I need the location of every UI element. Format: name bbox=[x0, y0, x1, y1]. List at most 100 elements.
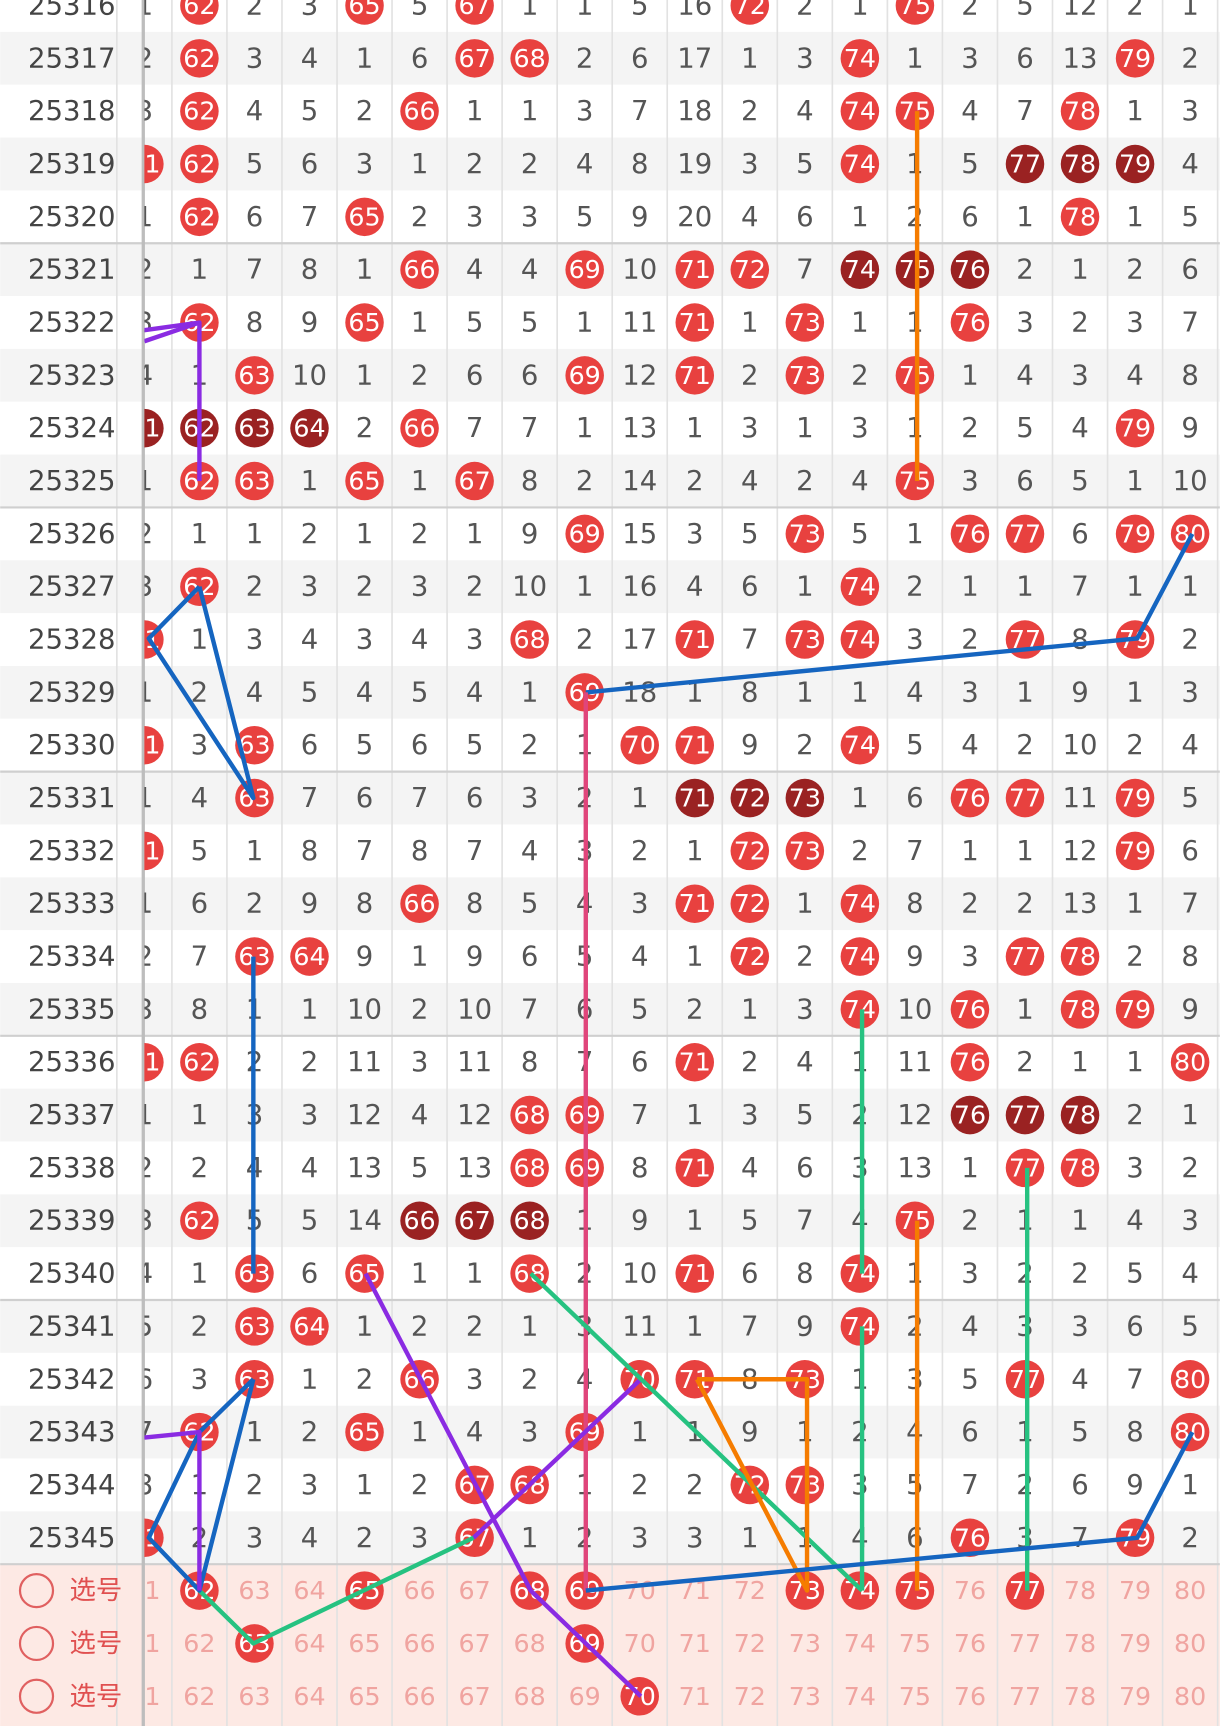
cell-number: 3 bbox=[301, 571, 319, 603]
cell-number: 5 bbox=[1016, 412, 1034, 444]
trend-line bbox=[585, 1431, 1195, 1593]
cell-number: 6 bbox=[741, 571, 759, 603]
ball-number: 72 bbox=[734, 0, 766, 20]
cell-number: 1 bbox=[1016, 993, 1034, 1025]
cell-number: 1 bbox=[686, 676, 704, 708]
cell-number: 1 bbox=[741, 1522, 759, 1554]
period: 25321 bbox=[28, 254, 115, 286]
ball-number: 65 bbox=[348, 202, 380, 231]
ball bbox=[840, 937, 880, 976]
ball bbox=[840, 144, 880, 184]
ball bbox=[840, 884, 880, 923]
ball-number: 73 bbox=[789, 308, 821, 337]
ball bbox=[950, 990, 990, 1029]
cell-number: 12 bbox=[897, 1099, 932, 1131]
ball bbox=[840, 725, 880, 765]
cell-number: 6 bbox=[301, 1258, 319, 1290]
cell-number: 5 bbox=[1181, 782, 1199, 814]
period: 25326 bbox=[28, 518, 115, 550]
cell-number: 4 bbox=[521, 835, 539, 867]
cell-number: 4 bbox=[466, 1416, 484, 1448]
ball-number: 74 bbox=[844, 625, 876, 654]
cell-number: 2 bbox=[411, 1469, 429, 1501]
cell-number: 2 bbox=[1126, 1099, 1144, 1131]
ball-number: 65 bbox=[348, 308, 380, 337]
cell-number: 1 bbox=[301, 465, 319, 497]
cell-number: 2 bbox=[356, 1363, 374, 1395]
ball bbox=[950, 778, 990, 818]
cell-number: 10 bbox=[1063, 729, 1098, 761]
cell-number: 4 bbox=[796, 95, 814, 127]
cell-number: 1 bbox=[1181, 0, 1199, 22]
ball bbox=[510, 39, 549, 78]
ball-number: 62 bbox=[183, 44, 215, 73]
cell-number: 2 bbox=[1126, 941, 1144, 973]
cell-number: 2 bbox=[521, 148, 539, 180]
cell-number: 4 bbox=[1181, 1258, 1199, 1290]
ball bbox=[235, 356, 274, 395]
ball-number: 61 bbox=[128, 1048, 160, 1077]
period: 25344 bbox=[28, 1469, 115, 1501]
ball bbox=[675, 884, 715, 923]
cell-number: 4 bbox=[246, 676, 263, 708]
ball-number: 78 bbox=[1064, 1153, 1096, 1182]
cell-number: 10 bbox=[292, 359, 327, 391]
select-label[interactable]: 选号 bbox=[70, 1575, 123, 1606]
period: 25318 bbox=[28, 95, 115, 127]
cell-number: 2 bbox=[851, 359, 868, 391]
cell-number: 9 bbox=[741, 1416, 759, 1448]
cell-number: 8 bbox=[796, 1258, 814, 1290]
ball-number: 66 bbox=[403, 97, 435, 126]
ball-number: 65 bbox=[348, 0, 380, 20]
cell-number: 3 bbox=[246, 42, 263, 74]
cell-number: 1 bbox=[136, 0, 154, 22]
ball bbox=[840, 567, 880, 606]
cell-number: 3 bbox=[686, 518, 704, 550]
ball-number: 76 bbox=[954, 1101, 986, 1130]
row-bg bbox=[0, 243, 1220, 297]
ball bbox=[1005, 144, 1045, 184]
cell-number: 9 bbox=[301, 307, 319, 339]
cell-number: 5 bbox=[631, 0, 649, 22]
cell-number: 1 bbox=[796, 888, 814, 920]
select-radio[interactable] bbox=[18, 1625, 55, 1662]
ball-number: 80 bbox=[1174, 1048, 1206, 1077]
trend-line bbox=[144, 1429, 202, 1591]
cell-number: 2 bbox=[576, 624, 594, 656]
ball bbox=[510, 1095, 549, 1135]
select-radio[interactable] bbox=[18, 1572, 55, 1609]
select-number: 78 bbox=[1064, 1576, 1096, 1605]
cell-number: 1 bbox=[191, 1258, 209, 1290]
cell-number: 3 bbox=[961, 42, 978, 74]
cell-number: 1 bbox=[191, 1099, 209, 1131]
period: 25316 bbox=[28, 0, 115, 22]
cell-number: 5 bbox=[1181, 201, 1199, 233]
ball-number: 74 bbox=[844, 731, 876, 760]
cell-number: 7 bbox=[191, 941, 209, 973]
cell-number: 2 bbox=[411, 993, 429, 1025]
select-label[interactable]: 选号 bbox=[70, 1628, 123, 1659]
ball bbox=[785, 620, 825, 659]
cell-number: 7 bbox=[301, 201, 319, 233]
cell-number: 4 bbox=[576, 148, 594, 180]
cell-number: 2 bbox=[136, 941, 154, 973]
select-number: 71 bbox=[679, 1629, 711, 1658]
ball-number: 71 bbox=[679, 889, 711, 918]
cell-number: 1 bbox=[1181, 1099, 1199, 1131]
cell-number: 4 bbox=[741, 201, 759, 233]
select-number: 61 bbox=[128, 1682, 160, 1711]
cell-number: 11 bbox=[622, 1310, 657, 1342]
trend-line bbox=[197, 1535, 475, 1646]
ball-number: 64 bbox=[293, 942, 325, 971]
cell-number: 1 bbox=[356, 254, 374, 286]
cell-number: 9 bbox=[466, 941, 484, 973]
select-radio[interactable] bbox=[18, 1678, 55, 1714]
cell-number: 18 bbox=[622, 676, 657, 708]
cell-number: 2 bbox=[961, 888, 978, 920]
ball-number: 73 bbox=[789, 784, 821, 813]
ball bbox=[400, 91, 439, 131]
cell-number: 4 bbox=[301, 42, 319, 74]
cell-number: 1 bbox=[851, 676, 868, 708]
select-label[interactable]: 选号 bbox=[70, 1681, 123, 1712]
ball bbox=[1060, 990, 1100, 1029]
